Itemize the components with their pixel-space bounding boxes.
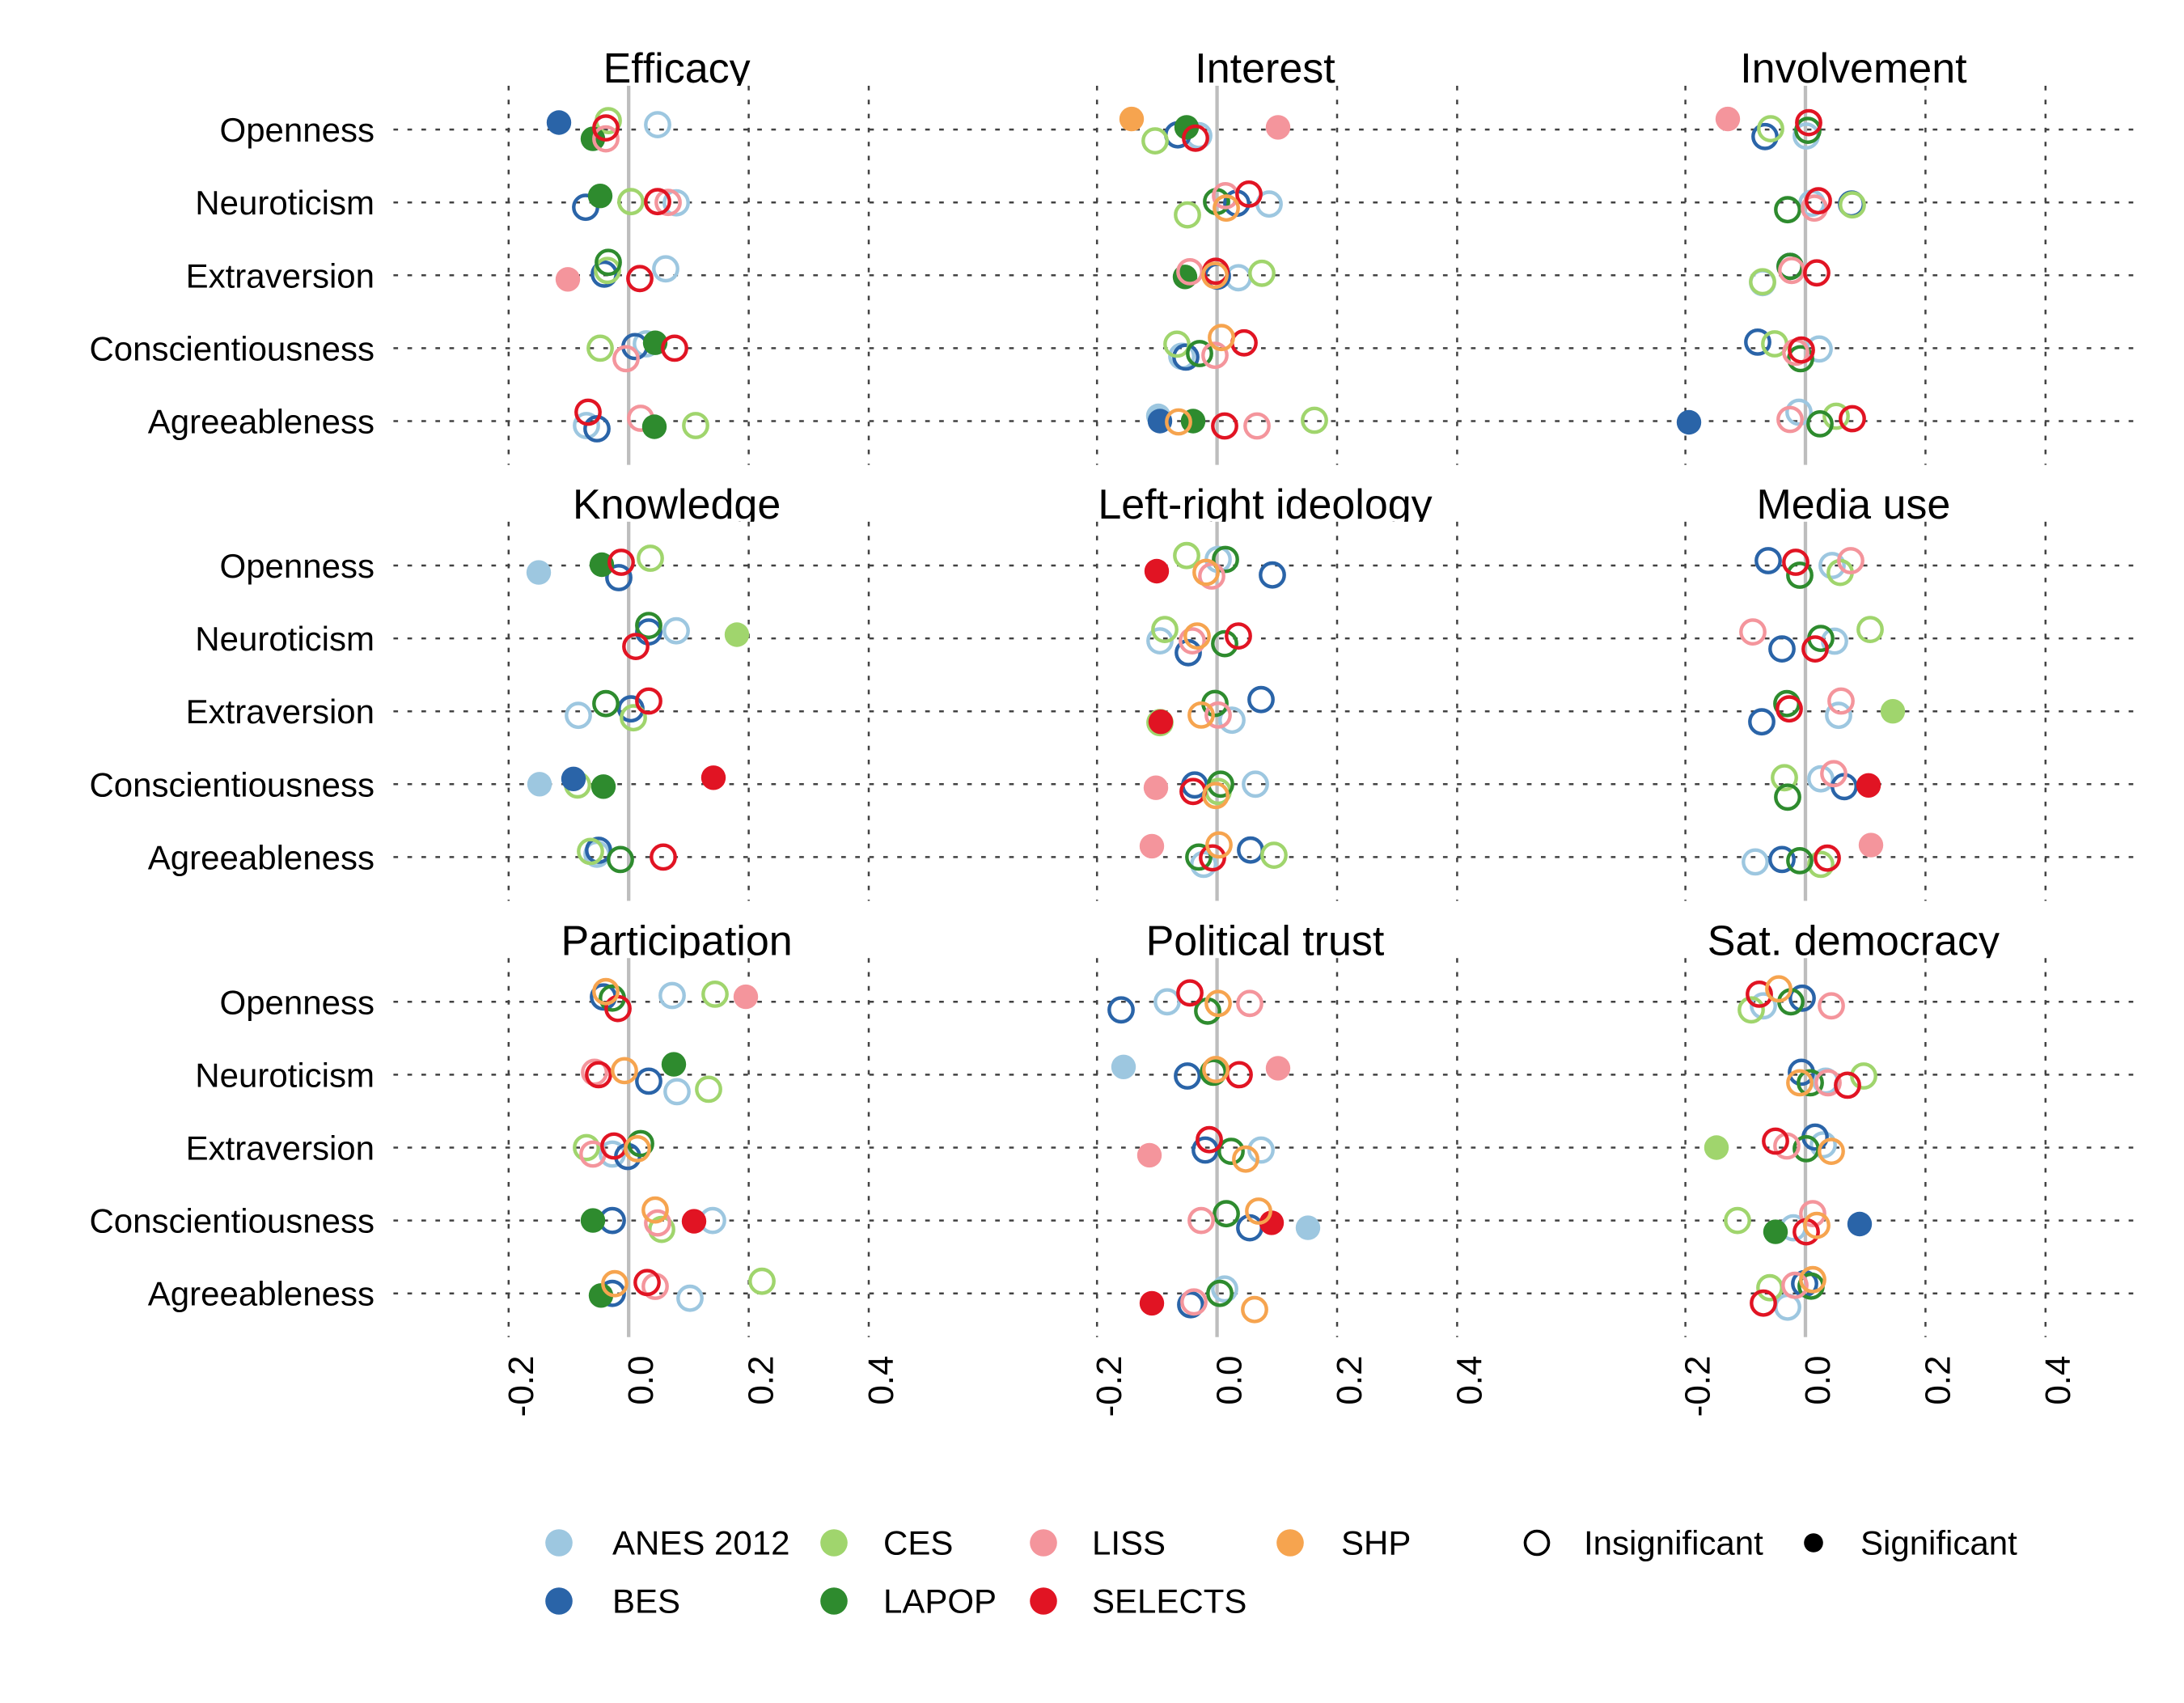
- svg-text:Knowledge: Knowledge: [573, 481, 781, 528]
- svg-text:-0.2: -0.2: [1090, 1356, 1129, 1417]
- svg-text:Neuroticism: Neuroticism: [195, 1056, 375, 1094]
- svg-text:Neuroticism: Neuroticism: [195, 620, 375, 658]
- svg-text:Neuroticism: Neuroticism: [195, 184, 375, 222]
- svg-text:Conscientiousness: Conscientiousness: [89, 765, 375, 803]
- svg-text:Agreeableness: Agreeableness: [148, 838, 375, 876]
- svg-text:Openness: Openness: [220, 547, 375, 585]
- svg-text:Extraversion: Extraversion: [186, 693, 375, 731]
- svg-text:Agreeableness: Agreeableness: [148, 403, 375, 441]
- svg-text:LAPOP: LAPOP: [883, 1582, 997, 1620]
- svg-text:Interest: Interest: [1195, 45, 1335, 92]
- svg-text:Openness: Openness: [220, 111, 375, 149]
- svg-text:SELECTS: SELECTS: [1092, 1582, 1246, 1620]
- svg-text:BES: BES: [612, 1582, 680, 1620]
- svg-text:Media use: Media use: [1756, 481, 1950, 528]
- svg-text:Extraversion: Extraversion: [186, 1129, 375, 1167]
- svg-text:Involvement: Involvement: [1740, 45, 1967, 92]
- svg-text:0.0: 0.0: [621, 1356, 661, 1405]
- svg-text:Openness: Openness: [220, 983, 375, 1021]
- svg-text:Efficacy: Efficacy: [603, 45, 751, 92]
- svg-text:0.2: 0.2: [742, 1356, 781, 1405]
- svg-text:Significant: Significant: [1860, 1524, 2017, 1562]
- svg-text:SHP: SHP: [1341, 1524, 1411, 1562]
- svg-text:Agreeableness: Agreeableness: [148, 1275, 375, 1313]
- svg-text:-0.2: -0.2: [1678, 1356, 1718, 1417]
- svg-text:Insignificant: Insignificant: [1584, 1524, 1763, 1562]
- svg-text:0.4: 0.4: [2038, 1356, 2078, 1405]
- svg-text:Conscientiousness: Conscientiousness: [89, 1202, 375, 1240]
- svg-text:Political trust: Political trust: [1146, 917, 1385, 964]
- svg-text:Participation: Participation: [561, 917, 793, 964]
- svg-text:Sat. democracy: Sat. democracy: [1708, 917, 2000, 964]
- svg-text:ANES 2012: ANES 2012: [612, 1524, 789, 1562]
- svg-text:0.4: 0.4: [1450, 1356, 1489, 1405]
- svg-text:0.0: 0.0: [1210, 1356, 1250, 1405]
- svg-text:Extraversion: Extraversion: [186, 256, 375, 294]
- svg-text:-0.2: -0.2: [502, 1356, 541, 1417]
- svg-text:0.2: 0.2: [1330, 1356, 1369, 1405]
- svg-text:LISS: LISS: [1092, 1524, 1166, 1562]
- svg-text:0.0: 0.0: [1798, 1356, 1838, 1405]
- svg-text:CES: CES: [883, 1524, 953, 1562]
- svg-text:0.2: 0.2: [1918, 1356, 1958, 1405]
- svg-text:Conscientiousness: Conscientiousness: [89, 329, 375, 367]
- svg-text:Left-right ideology: Left-right ideology: [1098, 481, 1432, 528]
- svg-text:0.4: 0.4: [861, 1356, 901, 1405]
